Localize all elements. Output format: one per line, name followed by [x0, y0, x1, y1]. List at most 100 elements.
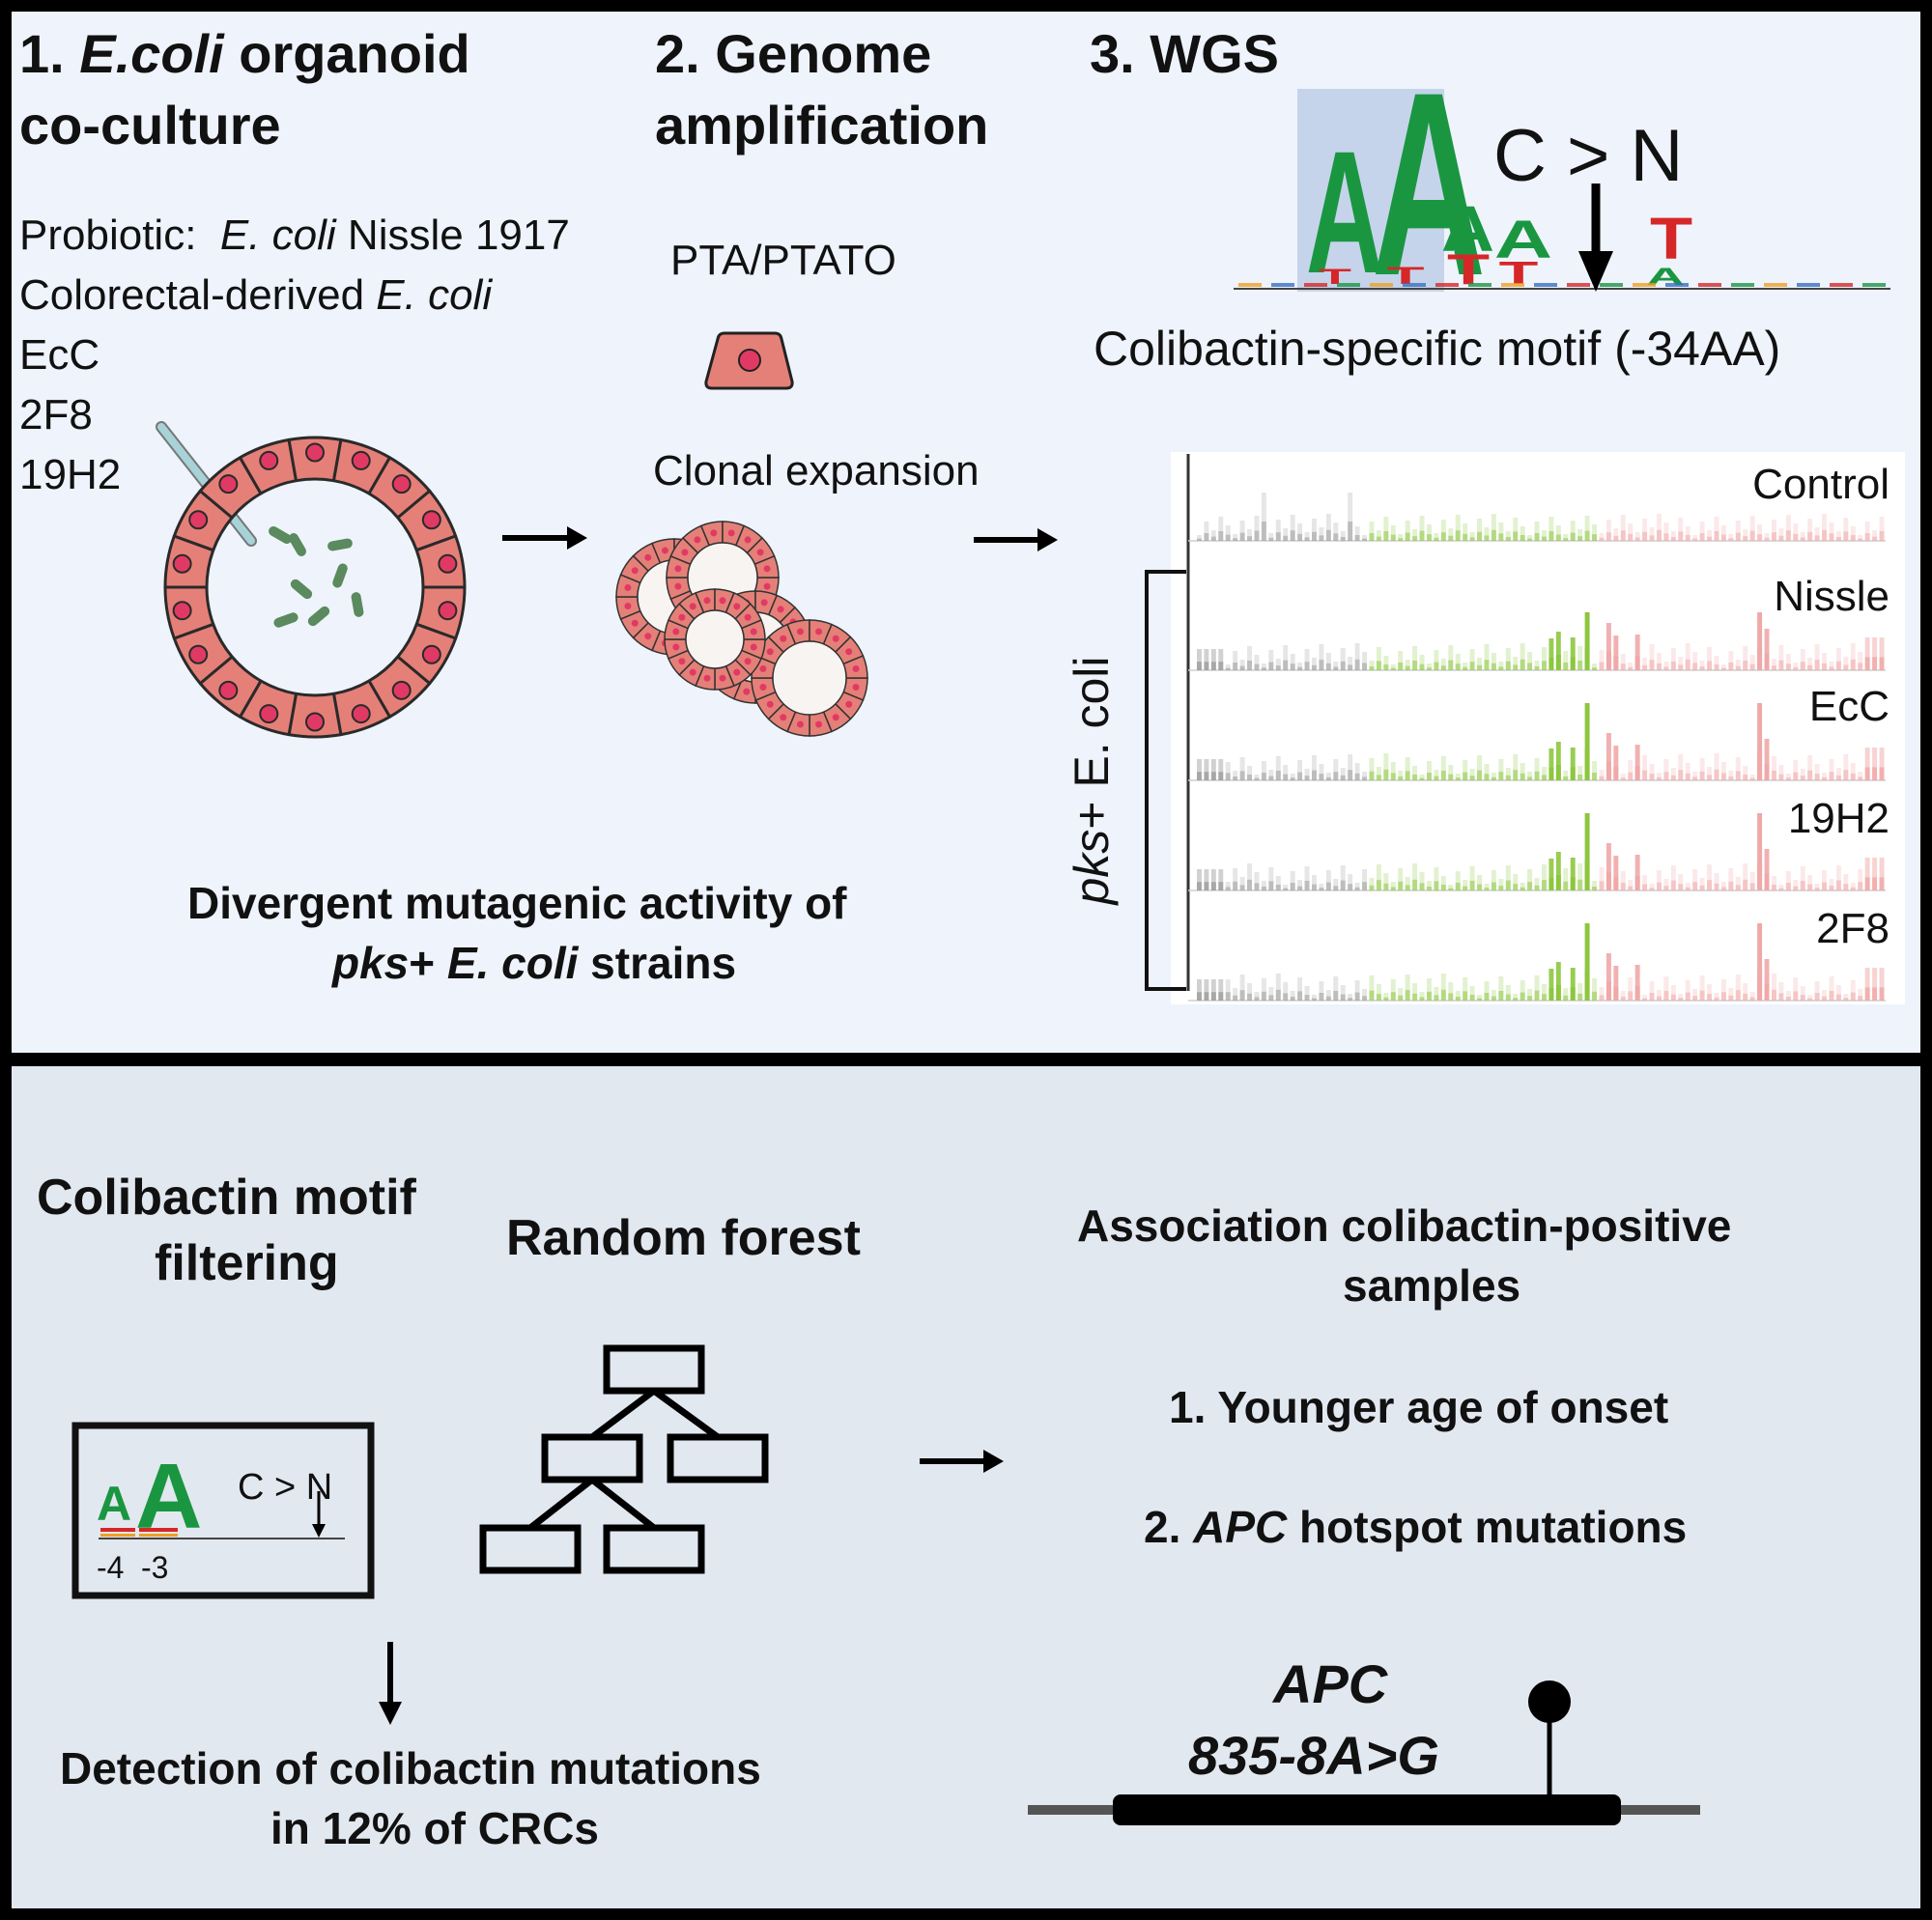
profile-bar [1354, 643, 1360, 670]
profile-bar-dark [1505, 775, 1511, 780]
profile-bar-dark [1534, 533, 1540, 541]
profile-bar [1620, 654, 1626, 670]
profile-bar-dark [1297, 991, 1303, 1001]
profile-bar-dark [1369, 885, 1375, 890]
profile-bar-dark [1218, 992, 1224, 1001]
profile-bar [1362, 869, 1367, 890]
profile-bar-dark [1548, 877, 1554, 890]
profile-bar-dark [1362, 538, 1367, 541]
profile-bar [1369, 975, 1375, 1001]
profile-bar [1312, 755, 1317, 780]
profile-bar-dark [1348, 998, 1353, 1001]
profile-bar [1484, 884, 1490, 890]
profile-bar-dark [1405, 990, 1410, 1001]
profile-bar-dark [1440, 532, 1446, 541]
profile-bar-dark [1670, 994, 1676, 1001]
profile-bar [1670, 985, 1676, 1001]
profile-bar-dark [1822, 663, 1827, 670]
profile-bar-dark [1685, 887, 1690, 890]
profile-bar-dark [1879, 877, 1885, 890]
profile-bar-dark [1427, 991, 1432, 1001]
organoid-nucleus [351, 450, 371, 470]
profile-bar [1348, 754, 1353, 780]
profile-bar [1613, 966, 1619, 1001]
profile-bar [1448, 765, 1454, 780]
mini-motif-mutation: C > N [238, 1467, 332, 1508]
profile-bar-dark [1649, 888, 1655, 890]
profile-bar [1419, 775, 1425, 780]
profile-bar-dark [1749, 664, 1755, 670]
profile-bar [1204, 649, 1209, 670]
profile-bar [1620, 515, 1626, 541]
profile-bar-dark [1743, 775, 1748, 780]
profile-bar [1749, 775, 1755, 780]
profile-bar [1714, 656, 1719, 670]
organoid-nucleus [218, 474, 239, 494]
profile-bar [1678, 754, 1684, 780]
profile-bar-dark [1764, 873, 1770, 890]
profile-bar [1434, 987, 1439, 1001]
profile-bar [1218, 649, 1224, 670]
profile-bar-dark [1743, 993, 1748, 1001]
arrow-to-association [920, 1450, 1004, 1473]
profile-bar-dark [1304, 995, 1310, 1001]
profile-bar-dark [1663, 666, 1669, 670]
profile-bar-dark [1312, 664, 1317, 670]
profile-bar-dark [1829, 991, 1834, 1001]
profile-bar [1440, 876, 1446, 890]
profile-bar-dark [1548, 531, 1554, 541]
profile-bar-dark [1225, 773, 1231, 780]
profile-bar-dark [1491, 529, 1496, 541]
crc-derived-line: Colorectal-derived E. coli [19, 271, 493, 319]
profile-bar-dark [1613, 535, 1619, 541]
profile-bar-dark [1778, 888, 1784, 890]
profile-bar [1663, 976, 1669, 1001]
profile-bar [1542, 984, 1547, 1001]
mini-motif-pos-4: -4 [97, 1550, 124, 1585]
profile-bar [1800, 649, 1805, 670]
profile-bar-dark [1319, 774, 1324, 780]
profile-bar [1785, 991, 1791, 1001]
profile-bar-dark [1563, 538, 1569, 541]
profile-bar [1477, 875, 1482, 890]
profile-bar [1527, 652, 1533, 670]
profile-bar-dark [1599, 881, 1605, 890]
profile-bar-dark [1749, 883, 1755, 890]
profile-bar [1850, 643, 1856, 670]
profile-bar-dark [1419, 883, 1425, 890]
profile-bar-dark [1290, 997, 1295, 1001]
profile-bar [1405, 757, 1410, 780]
profile-bar-dark [1225, 887, 1231, 890]
profile-bar [1577, 983, 1583, 1001]
profile-bar-dark [1843, 884, 1849, 890]
profile-bar [1542, 530, 1547, 541]
motif-base-stripe [1731, 283, 1754, 287]
profile-bar [1247, 766, 1252, 780]
organoid-nucleus [421, 510, 441, 530]
profile-bar [1850, 980, 1856, 1001]
profile-bar-dark [1642, 884, 1648, 890]
profile-bar [1254, 775, 1260, 780]
profile-bar-dark [1362, 776, 1367, 780]
profile-bar-dark [1692, 776, 1698, 780]
organoid-nucleus [351, 704, 371, 724]
profile-bar [1678, 657, 1684, 670]
profile-bar [1657, 870, 1662, 890]
profile-bar [1605, 623, 1611, 670]
profile-bar-dark [1261, 667, 1266, 670]
profile-bar [1354, 526, 1360, 541]
profile-bar-dark [1772, 665, 1776, 670]
profile-bar [1663, 522, 1669, 541]
profile-bar-dark [1275, 665, 1281, 670]
profile-bar-dark [1678, 884, 1684, 890]
profile-bar [1405, 974, 1410, 1001]
profile-bar-dark [1463, 666, 1468, 670]
profile-bar-dark [1261, 991, 1266, 1001]
profile-bar-dark [1657, 996, 1662, 1001]
profile-bar-dark [1793, 772, 1799, 780]
profile-bar [1333, 976, 1339, 1001]
profile-bar-dark [1678, 531, 1684, 541]
profile-bar-dark [1197, 538, 1202, 541]
profile-bar [1376, 530, 1381, 541]
profile-bar-dark [1204, 662, 1209, 670]
